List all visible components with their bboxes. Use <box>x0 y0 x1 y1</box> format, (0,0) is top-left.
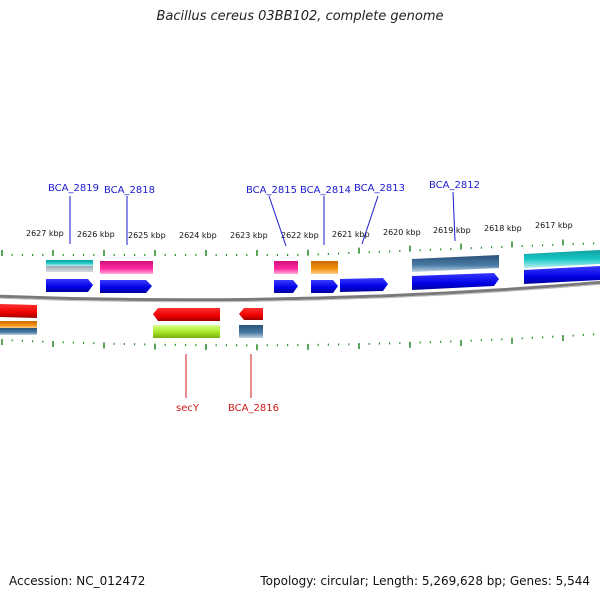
gene-reverse-arrow[interactable] <box>239 308 263 320</box>
gene-label[interactable]: BCA_2816 <box>228 403 279 414</box>
kbp-label: 2621 kbp <box>332 230 370 239</box>
cog-box <box>311 261 338 274</box>
cog-box <box>0 321 37 328</box>
cog-box <box>239 325 263 338</box>
map-title: Bacillus cereus 03BB102, complete genome <box>156 9 444 24</box>
kbp-label: 2624 kbp <box>179 231 217 240</box>
cog-box <box>46 260 93 266</box>
gene-label[interactable]: BCA_2812 <box>429 180 480 191</box>
gene-forward-arrow[interactable] <box>100 280 152 293</box>
gene-label[interactable]: BCA_2819 <box>48 183 99 194</box>
gene-label[interactable]: BCA_2818 <box>104 185 155 196</box>
cog-box <box>274 261 298 274</box>
gene-forward-arrow[interactable] <box>311 280 338 293</box>
gene-reverse-arrow[interactable] <box>0 304 37 318</box>
genome-backbone <box>0 280 600 302</box>
kbp-label: 2622 kbp <box>281 231 319 240</box>
kbp-label: 2623 kbp <box>230 231 268 240</box>
cog-box <box>524 250 600 268</box>
gene-forward-arrow[interactable] <box>340 278 388 292</box>
gene-forward-arrow[interactable] <box>46 279 93 292</box>
gene-forward-arrow[interactable] <box>412 273 499 290</box>
gene-label[interactable]: BCA_2813 <box>354 183 405 194</box>
genome-info-text: Topology: circular; Length: 5,269,628 bp… <box>260 574 590 588</box>
cog-box <box>0 328 37 335</box>
cog-box <box>46 266 93 272</box>
gene-label[interactable]: secY <box>176 403 200 414</box>
cog-box <box>100 261 153 274</box>
kbp-label: 2618 kbp <box>484 224 522 233</box>
kbp-label: 2619 kbp <box>433 226 471 235</box>
cog-box <box>412 255 499 272</box>
kbp-label: 2625 kbp <box>128 231 166 240</box>
kbp-label: 2617 kbp <box>535 221 573 230</box>
gene-forward-arrow[interactable] <box>524 266 600 284</box>
accession-text: Accession: NC_012472 <box>9 574 146 588</box>
tick-ruler-bottom <box>1 333 595 351</box>
label-leader-lines-top <box>69 191 456 247</box>
gene-forward-arrow[interactable] <box>274 280 298 293</box>
tick-ruler-top <box>1 239 595 256</box>
gene-label[interactable]: BCA_2815 <box>246 185 297 196</box>
label-leader-lines-bottom <box>185 354 252 398</box>
gene-label[interactable]: BCA_2814 <box>300 185 351 196</box>
cog-box <box>153 325 220 338</box>
kbp-label: 2627 kbp <box>26 229 64 238</box>
kbp-label: 2626 kbp <box>77 230 115 239</box>
kbp-label: 2620 kbp <box>383 228 421 237</box>
gene-reverse-arrow[interactable] <box>153 308 220 321</box>
